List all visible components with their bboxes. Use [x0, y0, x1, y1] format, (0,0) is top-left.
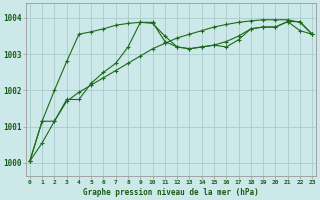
X-axis label: Graphe pression niveau de la mer (hPa): Graphe pression niveau de la mer (hPa) [83, 188, 259, 197]
